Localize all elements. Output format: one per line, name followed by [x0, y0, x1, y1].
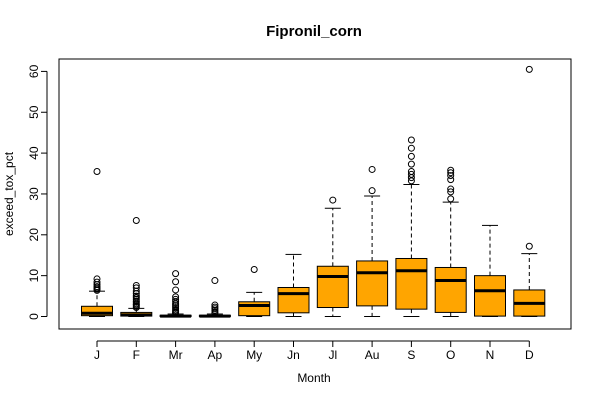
box-iqr: [81, 305, 113, 317]
x-tick-label: F: [133, 348, 140, 362]
x-tick-label: Au: [365, 348, 380, 362]
y-tick-label: 10: [27, 269, 41, 283]
outlier-point: [211, 301, 219, 309]
outlier-point: [407, 160, 415, 168]
x-tick-label: S: [407, 348, 415, 362]
outlier-point: [368, 165, 376, 173]
outlier-point: [211, 303, 219, 311]
box-iqr: [434, 266, 467, 313]
outlier-point: [407, 177, 415, 185]
outlier-point: [407, 144, 415, 152]
outlier-point: [93, 278, 101, 286]
outlier-point: [447, 172, 455, 180]
chart-title: Fipronil_corn: [266, 23, 362, 40]
y-tick-label: 30: [27, 187, 41, 201]
y-tick-label: 20: [27, 228, 41, 242]
box-iqr: [474, 275, 506, 317]
outlier-point: [132, 284, 140, 292]
outlier-point: [211, 277, 219, 285]
y-tick-label: 60: [27, 64, 41, 78]
y-tick-label: 50: [27, 105, 41, 119]
outlier-point: [132, 217, 140, 225]
y-tick-label: 0: [27, 313, 41, 320]
outlier-point: [447, 169, 455, 177]
x-tick-label: Jn: [287, 348, 300, 362]
outlier-point: [447, 195, 455, 203]
x-tick-label: Mr: [169, 348, 183, 362]
outlier-point: [250, 266, 258, 274]
box-S: [395, 136, 428, 317]
outlier-point: [407, 136, 415, 144]
box-N: [474, 224, 506, 317]
outlier-point: [93, 275, 101, 283]
outlier-point: [407, 170, 415, 178]
outlier-point: [447, 166, 455, 174]
y-axis: 0 10 20 30 40 50 60: [27, 64, 48, 320]
outlier-point: [525, 65, 533, 73]
box-Au: [356, 165, 389, 317]
outlier-point: [368, 187, 376, 195]
x-tick-label: O: [446, 348, 455, 362]
x-tick-label: D: [525, 348, 534, 362]
box-Ap: [198, 277, 231, 318]
box-D: [513, 65, 546, 317]
y-tick-label: 40: [27, 146, 41, 160]
box-iqr: [238, 301, 271, 317]
outlier-point: [172, 299, 180, 307]
x-tick-label: Ap: [208, 348, 223, 362]
box-Jl: [316, 196, 349, 317]
box-J: [81, 167, 113, 317]
outlier-point: [172, 278, 180, 286]
outlier-point: [407, 152, 415, 160]
box-iqr: [277, 286, 310, 314]
box-F: [120, 217, 153, 317]
box-Mr: [159, 270, 192, 318]
outlier-point: [172, 270, 180, 278]
outlier-point: [93, 283, 101, 291]
outlier-point: [407, 167, 415, 175]
box-iqr: [316, 265, 349, 309]
outlier-point: [447, 176, 455, 184]
outlier-point: [172, 286, 180, 294]
x-axis-label: Month: [297, 371, 330, 385]
box-My: [238, 266, 271, 317]
box-O: [434, 166, 467, 317]
outlier-point: [447, 188, 455, 196]
outlier-point: [172, 293, 180, 301]
x-tick-label: J: [94, 348, 100, 362]
outlier-point: [172, 297, 180, 305]
outlier-point: [525, 242, 533, 250]
boxplot-series: [81, 65, 546, 318]
x-axis: J F Mr Ap My Jn Jl Au S O N D: [94, 340, 534, 362]
x-tick-label: My: [246, 348, 262, 362]
y-axis-label: exceed_tox_pct: [2, 151, 16, 236]
plot-frame: [58, 58, 572, 330]
outlier-point: [447, 185, 455, 193]
outlier-point: [132, 292, 140, 300]
box-iqr: [395, 257, 428, 310]
outlier-point: [93, 167, 101, 175]
box-Jn: [277, 253, 310, 317]
outlier-point: [172, 295, 180, 303]
outlier-point: [132, 281, 140, 289]
box-iqr: [356, 260, 389, 307]
outlier-point: [329, 196, 337, 204]
x-tick-label: Jl: [328, 348, 337, 362]
x-tick-label: N: [486, 348, 495, 362]
